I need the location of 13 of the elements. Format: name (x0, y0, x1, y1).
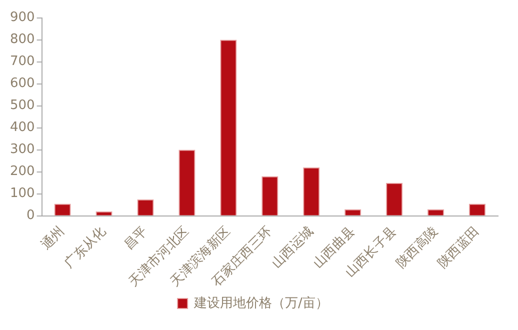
y-tick-label: 900 (10, 10, 35, 26)
y-tick-label: 300 (10, 142, 35, 158)
x-tick-label: 通州 (38, 224, 68, 253)
y-tick-label: 500 (10, 98, 35, 114)
x-tick-label: 昌平 (122, 224, 151, 253)
y-tick-label: 200 (10, 164, 35, 180)
legend-label: 建设用地价格（万/亩） (193, 294, 328, 311)
y-tick-label: 600 (10, 76, 35, 92)
y-tick-label: 0 (26, 208, 35, 224)
y-tick-label: 400 (10, 120, 35, 136)
y-tick-label: 100 (10, 186, 35, 202)
y-tick-label: 700 (10, 54, 35, 70)
y-tick-label: 800 (10, 32, 35, 48)
